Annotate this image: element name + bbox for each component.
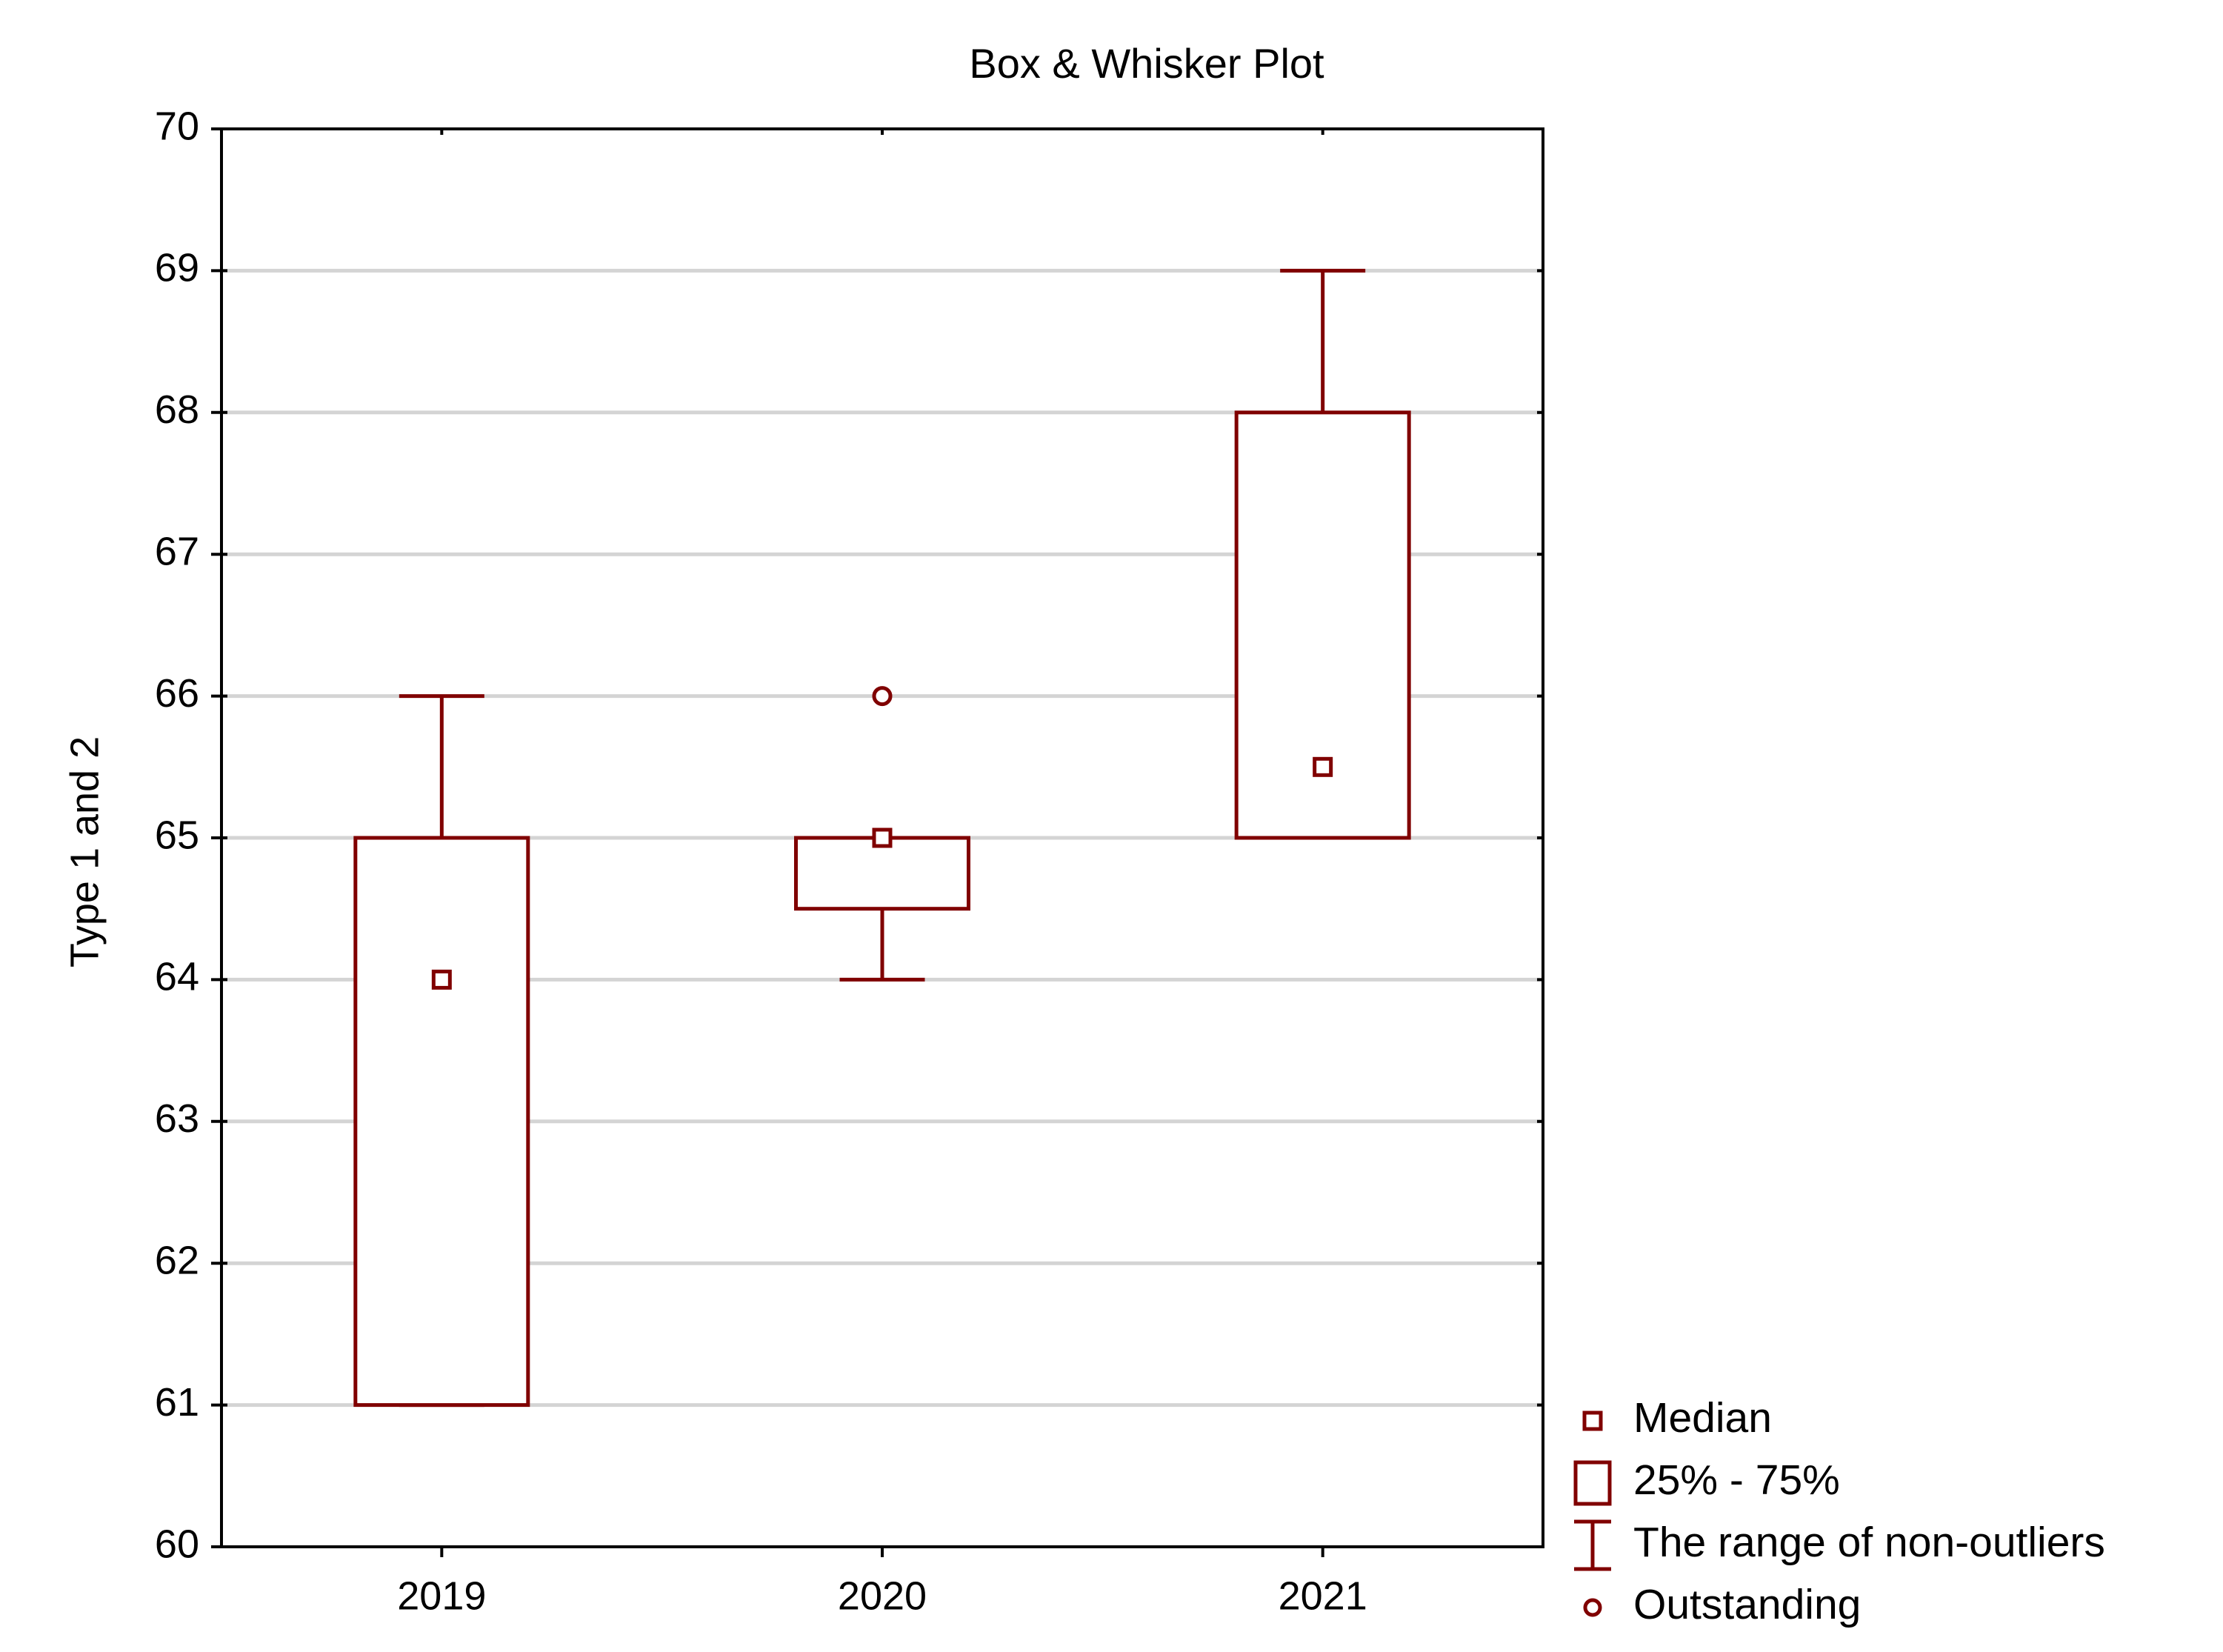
outlier: [872, 686, 893, 707]
legend-label: Outstanding: [1633, 1581, 1861, 1628]
y-tick-label: 68: [155, 387, 199, 432]
legend-outlier-symbol: [1583, 1598, 1602, 1617]
y-tick-label: 63: [155, 1096, 199, 1141]
chart-title: Box & Whisker Plot: [969, 40, 1324, 87]
median: [1313, 756, 1333, 777]
y-tick-label: 61: [155, 1380, 199, 1425]
y-tick-label: 62: [155, 1238, 199, 1282]
legend-label: The range of non-outliers: [1633, 1519, 2105, 1566]
x-tick-label: 2019: [397, 1573, 486, 1618]
legend-median-symbol: [1582, 1410, 1603, 1431]
y-tick-label: 65: [155, 813, 199, 857]
y-tick-label: 70: [155, 104, 199, 148]
y-tick-label: 69: [155, 246, 199, 290]
legend-box-symbol: [1573, 1460, 1612, 1506]
median: [431, 969, 452, 990]
box: [794, 836, 970, 911]
y-axis-label: Type 1 and 2: [62, 736, 107, 967]
x-tick-label: 2020: [838, 1573, 927, 1618]
legend-label: 25% - 75%: [1633, 1456, 1840, 1504]
y-tick-label: 60: [155, 1522, 199, 1566]
x-tick-label: 2021: [1279, 1573, 1367, 1618]
legend-label: Median: [1633, 1394, 1772, 1442]
y-tick-label: 66: [155, 671, 199, 716]
median: [872, 827, 893, 848]
y-tick-label: 67: [155, 529, 199, 573]
y-tick-label: 64: [155, 955, 199, 999]
box: [353, 836, 530, 1408]
